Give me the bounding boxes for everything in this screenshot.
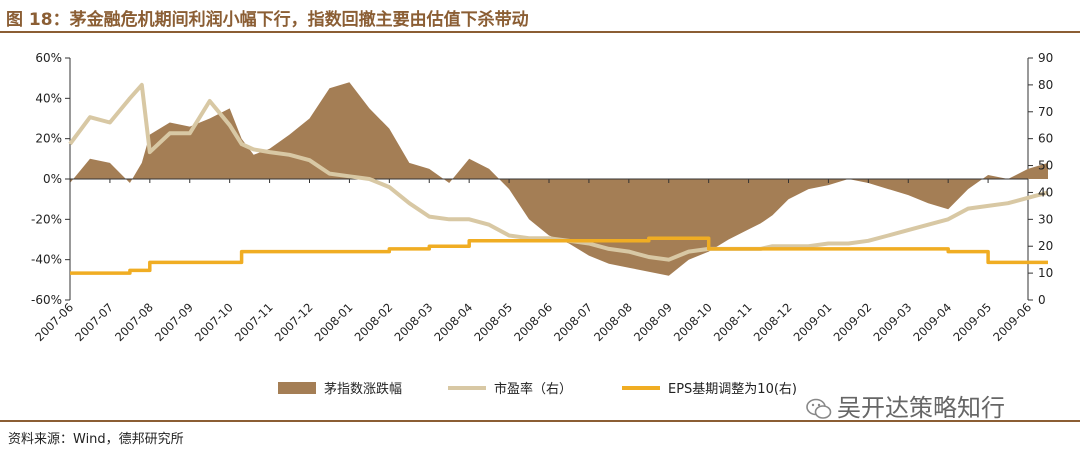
y-right-tick-label: 70 [1038, 105, 1053, 119]
y-right-tick-label: 0 [1038, 293, 1046, 307]
watermark: 吴开达策略知行 [805, 388, 1005, 423]
x-tick-label: 2007-12 [272, 300, 316, 344]
x-tick-label: 2009-01 [791, 300, 835, 344]
x-tick-label: 2007-11 [232, 300, 276, 344]
x-tick-label: 2008-10 [671, 300, 715, 344]
source-note: 资料来源：Wind，德邦研究所 [8, 432, 184, 447]
legend-label-area: 茅指数涨跌幅 [324, 381, 402, 397]
x-tick-label: 2008-05 [471, 300, 515, 344]
y-right-tick-label: 40 [1038, 185, 1053, 199]
x-tick-label: 2007-10 [192, 300, 236, 344]
x-tick-label: 2008-08 [591, 300, 635, 344]
legend-label-eps: EPS基期调整为10(右) [668, 382, 797, 397]
y-left-tick-label: -60% [31, 293, 62, 307]
footer-rule [0, 420, 1080, 422]
title-bar: 图 18：茅金融危机期间利润小幅下行，指数回撤主要由估值下杀带动 [0, 0, 1080, 32]
legend: 茅指数涨跌幅 市盈率（右） EPS基期调整为10(右) [278, 381, 797, 397]
x-tick-label: 2009-02 [831, 300, 875, 344]
y-axis-right-ticks: 0 10 20 30 40 50 60 70 80 90 [1028, 51, 1053, 307]
x-tick-label: 2008-06 [511, 300, 555, 344]
y-left-tick-label: 40% [35, 91, 62, 105]
legend-label-pe: 市盈率（右） [494, 381, 572, 397]
x-tick-label: 2008-01 [312, 300, 356, 344]
y-right-tick-label: 30 [1038, 212, 1053, 226]
y-right-tick-label: 20 [1038, 239, 1053, 253]
line-series-eps [70, 236, 1048, 275]
legend-swatch-area [278, 382, 316, 394]
y-left-tick-label: 0% [43, 172, 62, 186]
x-tick-label: 2008-02 [352, 300, 396, 344]
chart: -60% -40% -20% 0% 20% 40% 60% 0 10 20 30 40 50 60 70 8… [31, 51, 1053, 397]
y-right-tick-label: 50 [1038, 159, 1053, 173]
x-tick-label: 2009-04 [910, 300, 954, 344]
y-left-tick-label: 60% [35, 51, 62, 65]
x-tick-label: 2009-05 [950, 300, 994, 344]
title-rule [0, 31, 1080, 33]
x-tick-label: 2008-09 [631, 300, 675, 344]
y-right-tick-label: 60 [1038, 132, 1053, 146]
x-tick-label: 2009-06 [990, 300, 1034, 344]
x-tick-label: 2008-11 [711, 300, 755, 344]
x-tick-label: 2008-07 [551, 300, 595, 344]
x-tick-label: 2009-03 [870, 300, 914, 344]
figure-title: 图 18：茅金融危机期间利润小幅下行，指数回撤主要由估值下杀带动 [6, 10, 529, 30]
y-left-tick-label: -20% [31, 212, 62, 226]
y-right-tick-label: 10 [1038, 266, 1053, 280]
y-axis-left-ticks: -60% -40% -20% 0% 20% 40% 60% [31, 51, 70, 307]
watermark-text: 吴开达策略知行 [837, 394, 1005, 422]
wechat-icon [806, 398, 832, 419]
x-tick-label: 2007-09 [152, 300, 196, 344]
y-right-tick-label: 90 [1038, 51, 1053, 65]
y-left-tick-label: 20% [35, 132, 62, 146]
x-tick-label: 2008-03 [391, 300, 435, 344]
x-tick-label: 2008-04 [431, 300, 475, 344]
x-tick-label: 2007-07 [72, 300, 116, 344]
y-right-tick-label: 80 [1038, 78, 1053, 92]
x-tick-label: 2008-12 [751, 300, 795, 344]
x-tick-label: 2007-08 [112, 300, 156, 344]
line-series-pe [68, 82, 1049, 262]
y-left-tick-label: -40% [31, 253, 62, 267]
